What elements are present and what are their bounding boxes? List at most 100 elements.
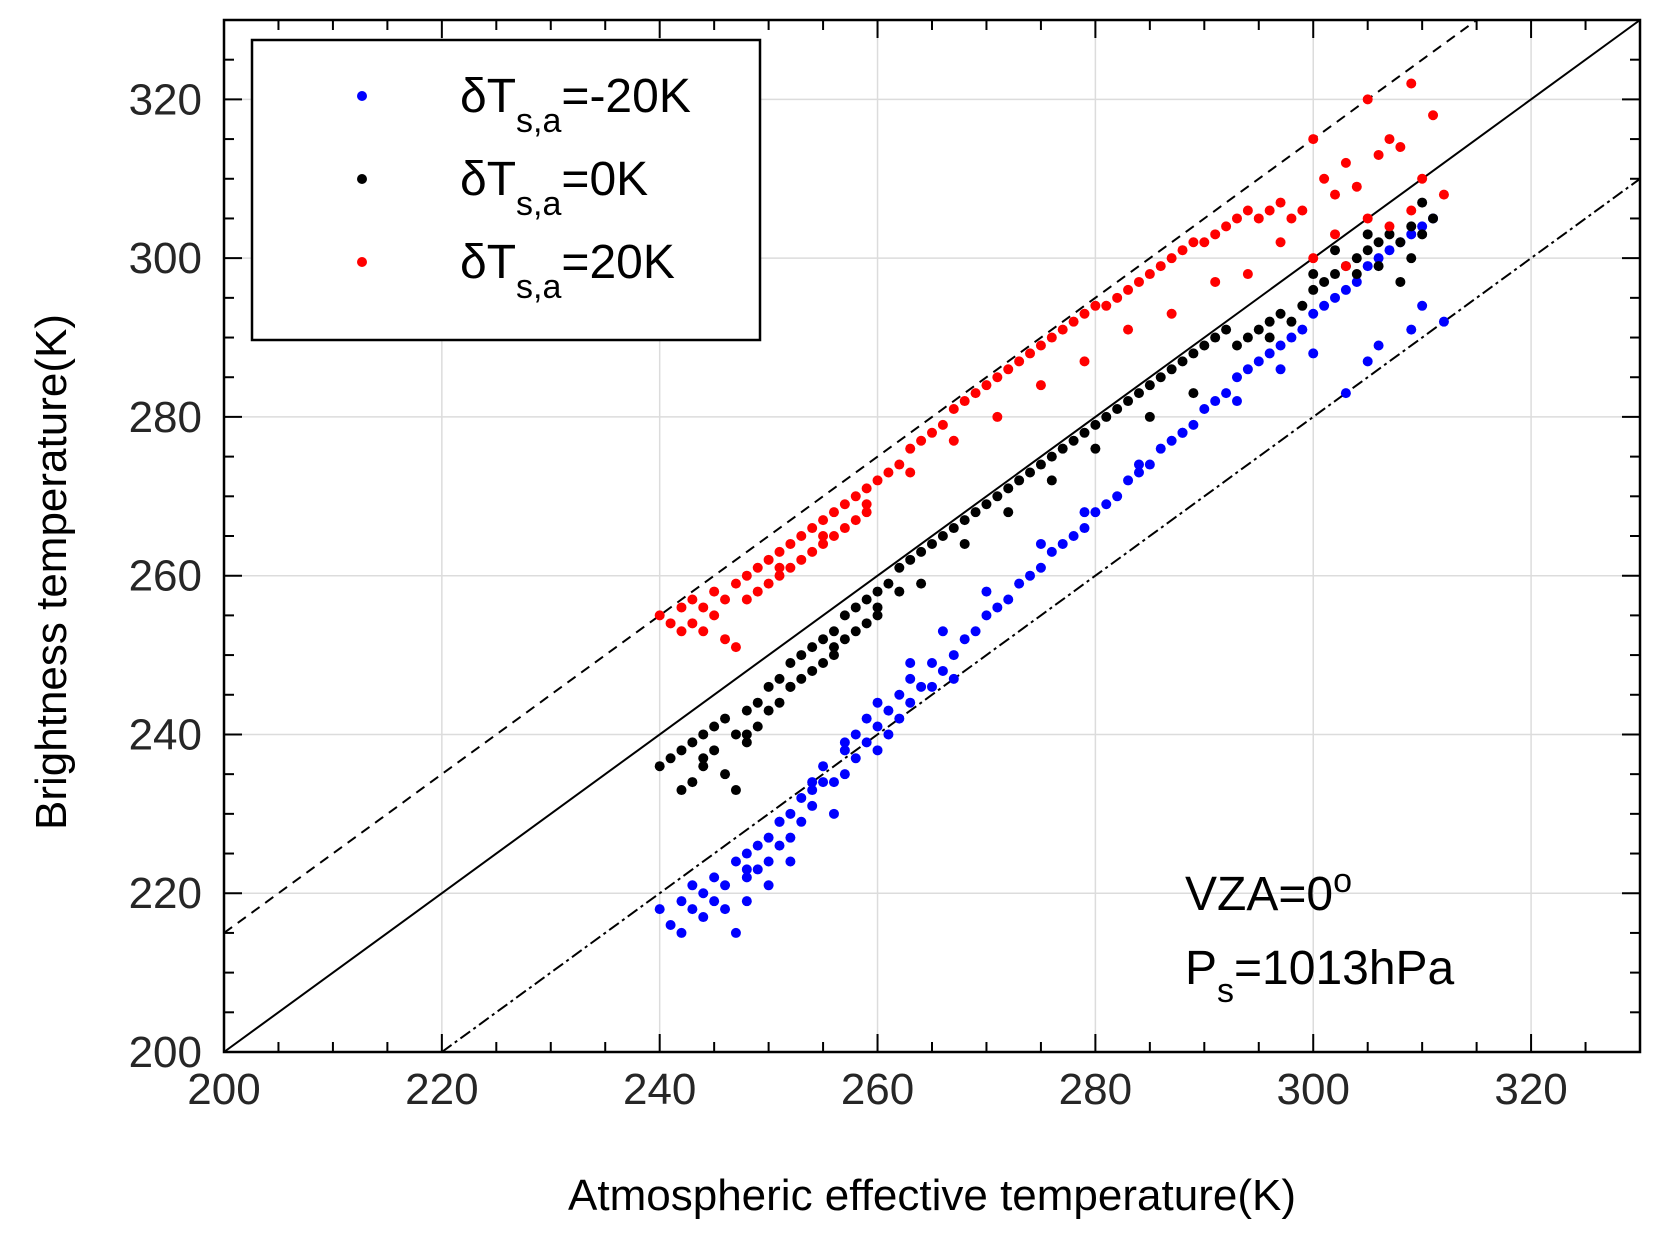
data-point xyxy=(1275,237,1286,248)
data-point xyxy=(1057,538,1068,549)
data-point xyxy=(937,419,948,430)
data-point xyxy=(1428,213,1439,224)
data-point xyxy=(818,515,829,526)
data-point xyxy=(872,602,883,613)
x-tick-label: 280 xyxy=(1059,1065,1132,1114)
data-point xyxy=(1068,531,1079,541)
data-point xyxy=(1199,340,1210,351)
data-point xyxy=(1438,189,1449,200)
data-point xyxy=(1417,173,1428,184)
legend-label: δTs,a=-20K xyxy=(460,70,691,140)
data-point xyxy=(687,594,698,605)
data-point xyxy=(1221,324,1232,335)
data-point xyxy=(1090,443,1101,454)
data-point xyxy=(927,681,937,692)
data-point xyxy=(709,610,720,621)
data-point xyxy=(1330,229,1341,240)
data-point xyxy=(807,523,818,534)
data-point xyxy=(1406,229,1417,240)
legend-label: δTs,a=20K xyxy=(460,236,675,306)
data-point xyxy=(1406,324,1417,335)
series-points xyxy=(654,197,1439,796)
data-point xyxy=(861,737,872,748)
data-point xyxy=(1144,380,1155,391)
x-tick-label: 220 xyxy=(405,1065,478,1114)
data-point xyxy=(741,896,752,907)
data-point xyxy=(1188,348,1199,359)
data-point xyxy=(872,745,883,756)
data-point xyxy=(1384,134,1395,145)
legend-marker xyxy=(357,91,367,101)
data-point xyxy=(730,856,741,867)
data-point xyxy=(741,864,752,875)
data-point xyxy=(1188,419,1199,430)
data-point xyxy=(872,475,883,486)
data-point xyxy=(709,586,720,597)
data-point xyxy=(894,713,905,724)
axis-ticks: 200 220 240 260 280 300 320 200 220 240 260 280 300 3… xyxy=(129,19,1641,1114)
data-point xyxy=(1286,213,1297,224)
data-point xyxy=(1210,396,1221,407)
data-points xyxy=(654,78,1449,938)
data-point xyxy=(774,562,785,573)
data-point xyxy=(676,785,687,796)
data-point xyxy=(872,721,883,732)
data-point xyxy=(1308,348,1319,359)
data-point xyxy=(1384,221,1395,232)
data-point xyxy=(698,626,709,637)
data-point xyxy=(1384,245,1395,256)
data-point xyxy=(1155,372,1166,383)
data-point xyxy=(970,507,981,518)
data-point xyxy=(916,546,927,557)
data-point xyxy=(1025,570,1036,581)
data-point xyxy=(916,435,927,446)
data-point xyxy=(1003,364,1014,375)
data-point xyxy=(1025,348,1036,359)
data-point xyxy=(1319,173,1330,184)
data-point xyxy=(1210,276,1221,287)
data-point xyxy=(828,650,839,661)
data-point xyxy=(807,785,818,796)
data-point xyxy=(1330,189,1341,200)
data-point xyxy=(720,594,731,605)
data-point xyxy=(1166,435,1177,446)
data-point xyxy=(1014,578,1025,589)
data-point xyxy=(1362,94,1373,105)
data-point xyxy=(861,713,872,724)
data-point xyxy=(927,658,937,669)
x-tick-label: 300 xyxy=(1277,1065,1350,1114)
data-point xyxy=(1046,332,1057,343)
data-point xyxy=(1406,221,1417,232)
data-point xyxy=(796,650,807,661)
data-point xyxy=(883,578,894,589)
data-point xyxy=(1406,205,1417,216)
data-point xyxy=(709,745,720,756)
data-point xyxy=(948,650,959,661)
data-point xyxy=(828,642,839,653)
data-point xyxy=(720,634,731,645)
data-point xyxy=(861,594,872,605)
data-point xyxy=(698,912,709,923)
data-point xyxy=(1286,316,1297,327)
data-point xyxy=(872,697,883,708)
x-tick-label: 260 xyxy=(841,1065,914,1114)
data-point xyxy=(927,427,937,438)
data-point xyxy=(720,713,731,724)
data-point xyxy=(1123,396,1134,407)
reference-line-dashed xyxy=(223,19,1478,934)
data-point xyxy=(970,626,981,637)
data-point xyxy=(1090,419,1101,430)
data-point xyxy=(850,602,861,613)
data-point xyxy=(741,848,752,859)
data-point xyxy=(796,673,807,684)
data-point xyxy=(785,562,796,573)
data-point xyxy=(948,673,959,684)
data-point xyxy=(959,538,970,549)
data-point xyxy=(1286,332,1297,343)
data-point xyxy=(785,658,796,669)
data-point xyxy=(687,904,698,915)
data-point xyxy=(1438,316,1449,327)
data-point xyxy=(807,665,818,676)
series-points xyxy=(654,78,1449,653)
